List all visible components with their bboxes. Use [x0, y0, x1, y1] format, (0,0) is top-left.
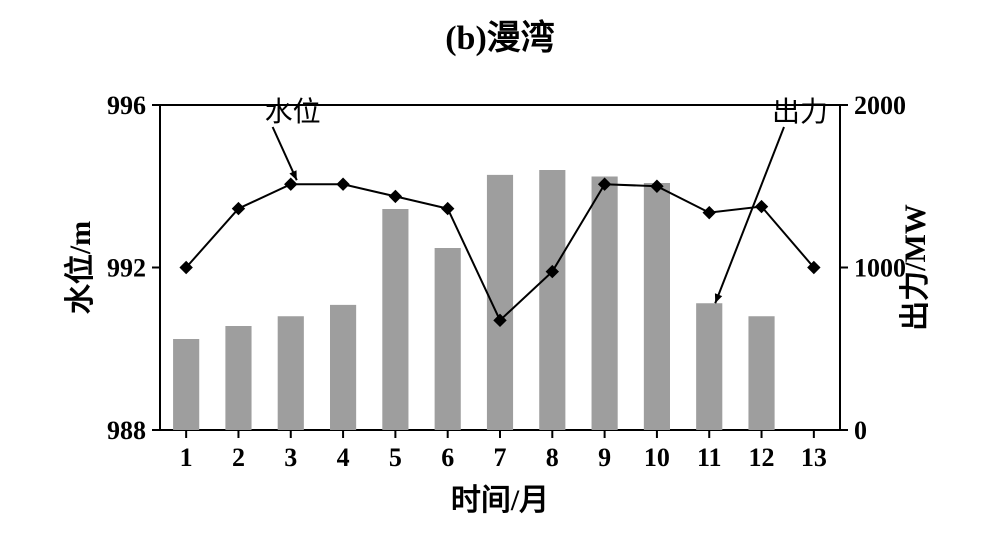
- level-marker: [285, 178, 297, 190]
- yl-tick-label: 996: [107, 91, 146, 120]
- level-marker: [703, 207, 715, 219]
- figure-container: (b)漫湾 12345678910111213时间/月988992996水位/m…: [0, 0, 1000, 550]
- yr-tick-label: 2000: [854, 91, 906, 120]
- bar: [278, 316, 304, 430]
- x-tick-label: 1: [180, 443, 193, 472]
- bar: [539, 170, 565, 430]
- chart-svg: 12345678910111213时间/月988992996水位/m010002…: [60, 80, 940, 540]
- yl-axis-label: 水位/m: [63, 221, 97, 314]
- level-marker: [337, 178, 349, 190]
- x-tick-label: 13: [801, 443, 827, 472]
- x-tick-label: 10: [644, 443, 670, 472]
- x-tick-label: 7: [494, 443, 507, 472]
- bar: [225, 326, 251, 430]
- x-tick-label: 6: [441, 443, 454, 472]
- chart-area: 12345678910111213时间/月988992996水位/m010002…: [60, 80, 940, 540]
- bar: [173, 339, 199, 430]
- x-tick-label: 12: [749, 443, 775, 472]
- x-tick-label: 9: [598, 443, 611, 472]
- x-tick-label: 11: [697, 443, 722, 472]
- bar: [330, 305, 356, 430]
- yl-tick-label: 988: [107, 416, 146, 445]
- yr-axis-label: 出力/MW: [899, 204, 932, 331]
- x-tick-label: 5: [389, 443, 402, 472]
- x-tick-label: 8: [546, 443, 559, 472]
- bar: [435, 248, 461, 430]
- bar: [644, 183, 670, 430]
- bar: [748, 316, 774, 430]
- yl-tick-label: 992: [107, 254, 146, 283]
- annotation-output-label: 出力: [772, 96, 828, 128]
- level-marker: [442, 203, 454, 215]
- bar: [696, 303, 722, 430]
- bar: [592, 177, 618, 431]
- annotation-level-label: 水位: [265, 96, 321, 128]
- x-axis-label: 时间/月: [451, 484, 549, 517]
- bar: [382, 209, 408, 430]
- yr-tick-label: 0: [854, 416, 867, 445]
- annotation-output-arrowhead: [715, 293, 722, 303]
- annotation-output-arrow: [715, 127, 784, 303]
- level-marker: [389, 190, 401, 202]
- figure-title: (b)漫湾: [0, 10, 1000, 59]
- x-tick-label: 3: [284, 443, 297, 472]
- x-tick-label: 4: [337, 443, 350, 472]
- x-tick-label: 2: [232, 443, 245, 472]
